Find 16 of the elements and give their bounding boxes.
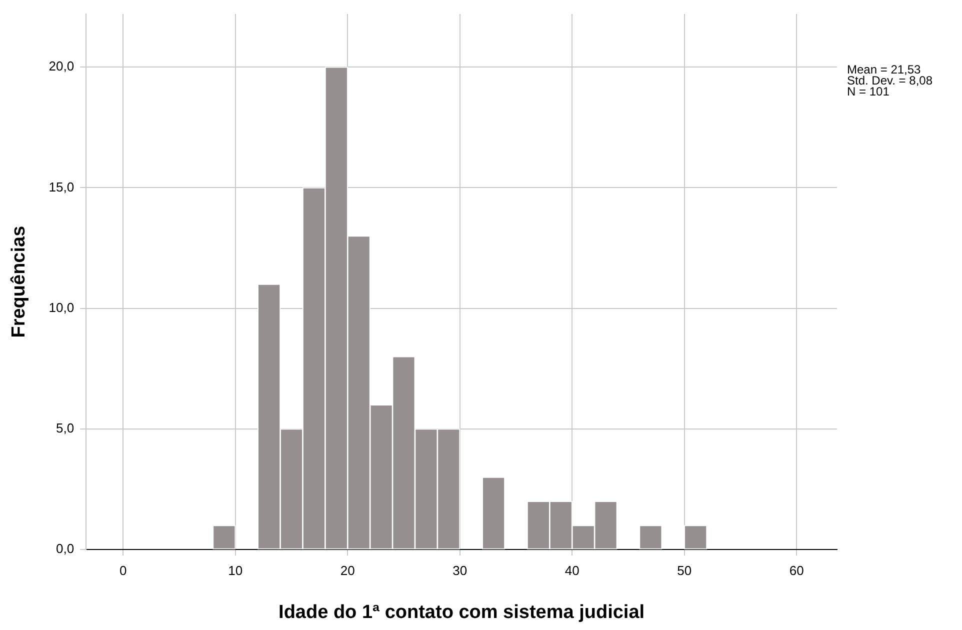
- x-tick-label: 10: [228, 562, 243, 578]
- x-tick-label: 40: [564, 562, 580, 578]
- x-tick-label: 60: [789, 562, 804, 578]
- x-tick-label: 0: [120, 562, 127, 578]
- y-tick-label: 0,0: [56, 541, 74, 556]
- text: Mean = 21,53: [847, 62, 922, 76]
- x-tick-label: 30: [452, 562, 468, 578]
- y-tick-label: 15,0: [48, 179, 74, 194]
- x-tick-label: 50: [677, 562, 692, 578]
- text: N = 101: [847, 84, 890, 98]
- x-axis-title: Idade do 1ª contato com sistema judicial: [278, 602, 645, 623]
- y-tick-label: 10,0: [48, 300, 74, 315]
- y-tick-label: 20,0: [48, 58, 74, 74]
- y-axis-title: Frequências: [8, 226, 30, 338]
- y-tick-label: 5,0: [56, 420, 74, 436]
- x-tick-label: 20: [340, 562, 355, 578]
